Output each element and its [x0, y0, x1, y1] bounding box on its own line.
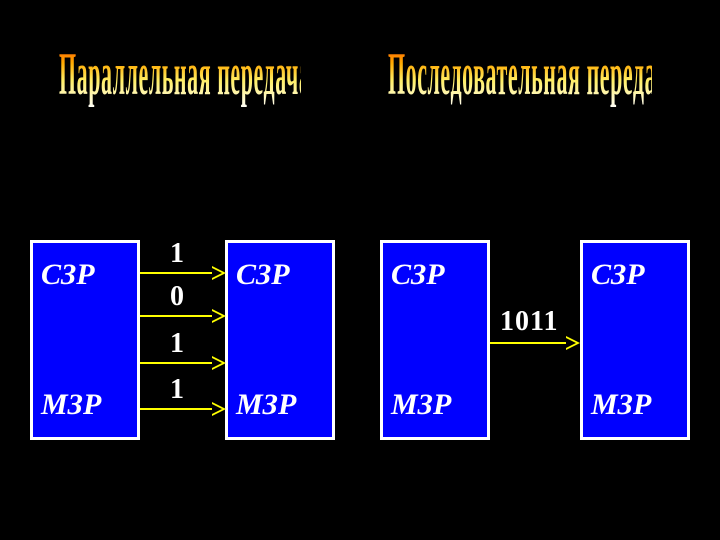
- title-parallel: Параллельная передача: [59, 38, 301, 109]
- box-label-top: СЗР: [391, 258, 479, 292]
- box-label-top: СЗР: [236, 258, 324, 292]
- serial-box-source: СЗР МЗР: [380, 240, 490, 440]
- box-label-bottom: МЗР: [41, 388, 129, 422]
- parallel-arrow-2: [140, 315, 218, 317]
- parallel-box-dest: СЗР МЗР: [225, 240, 335, 440]
- serial-arrow: [490, 342, 572, 344]
- parallel-bit-1: 1: [170, 238, 184, 270]
- parallel-arrowhead-2: [212, 309, 226, 323]
- box-label-bottom: МЗР: [391, 388, 479, 422]
- parallel-arrowhead-4: [212, 402, 226, 416]
- parallel-arrowhead-3: [212, 356, 226, 370]
- serial-bits: 1011: [500, 306, 558, 338]
- box-label-bottom: МЗР: [236, 388, 324, 422]
- parallel-arrow-3: [140, 362, 218, 364]
- title-serial: Последовательная передача: [388, 38, 652, 109]
- serial-arrowhead: [566, 336, 580, 350]
- parallel-arrowhead-1: [212, 266, 226, 280]
- parallel-bit-4: 1: [170, 374, 184, 406]
- box-label-top: СЗР: [591, 258, 679, 292]
- box-label-bottom: МЗР: [591, 388, 679, 422]
- parallel-bit-3: 1: [170, 328, 184, 360]
- parallel-bit-2: 0: [170, 281, 184, 313]
- parallel-box-source: СЗР МЗР: [30, 240, 140, 440]
- parallel-arrow-1: [140, 272, 218, 274]
- box-label-top: СЗР: [41, 258, 129, 292]
- serial-box-dest: СЗР МЗР: [580, 240, 690, 440]
- parallel-arrow-4: [140, 408, 218, 410]
